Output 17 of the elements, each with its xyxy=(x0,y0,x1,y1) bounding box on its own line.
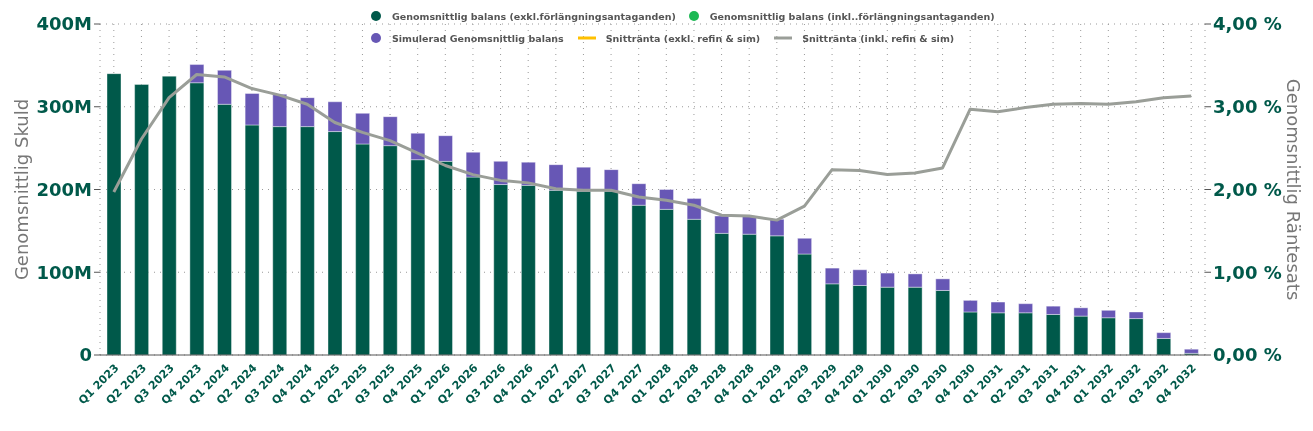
y2-axis-title: Genomsnittlig Räntesats xyxy=(1282,78,1304,301)
y-axis-title: Genomsnittlig Skuld xyxy=(11,98,33,281)
legend-label: Snittränta (inkl. refin & sim) xyxy=(802,32,955,44)
y2-tick-label: 4,00 % xyxy=(1213,13,1282,35)
legend-label: Genomsnittlig balans (inkl..förlängningsantaganden) xyxy=(709,10,995,22)
y2-tick-label: 3,00 % xyxy=(1213,96,1282,118)
y-tick-label: 0 xyxy=(79,344,92,366)
y-tick-label: 100M xyxy=(36,261,92,283)
legend-label: Simulerad Genomsnittlig balans xyxy=(392,32,564,44)
y2-tick-label: 0,00 % xyxy=(1213,344,1282,366)
y-tick-label: 300M xyxy=(36,96,92,118)
y-tick-label: 200M xyxy=(36,178,92,200)
y-tick-label: 400M xyxy=(36,13,92,35)
legend-label: Snittränta (exkl. refin & sim) xyxy=(605,32,761,44)
legend-label: Genomsnittlig balans (exkl.förlängningsantaganden) xyxy=(392,10,676,22)
y2-tick-label: 2,00 % xyxy=(1213,178,1282,200)
y2-tick-label: 1,00 % xyxy=(1213,261,1282,283)
